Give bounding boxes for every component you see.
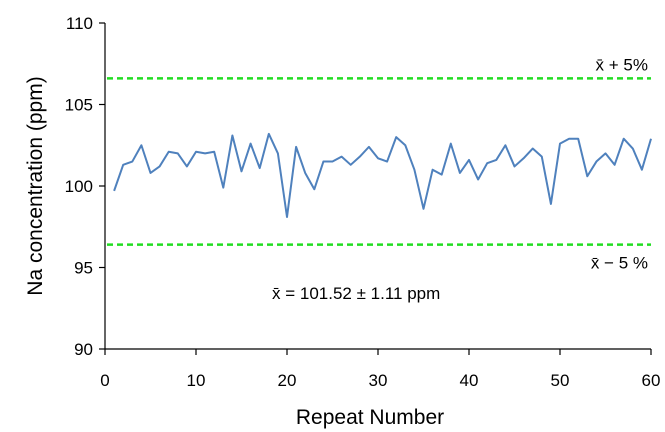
x-tick-label: 40 [460, 371, 479, 390]
x-tick-label: 50 [551, 371, 570, 390]
y-tick-label: 90 [74, 340, 93, 359]
series [113, 132, 652, 218]
y-tick-label: 110 [66, 14, 93, 33]
axes: 90 95 100 105 110 0 10 20 30 40 50 60 [65, 14, 661, 390]
series-line [113, 132, 652, 218]
x-tick-label: 30 [369, 371, 388, 390]
y-tick-label: 100 [65, 177, 93, 196]
reference-lines: x̄ + 5% x̄ − 5 % [107, 55, 651, 273]
x-tick-label: 60 [642, 371, 661, 390]
x-tick-label: 20 [278, 371, 297, 390]
reference-line-label: x̄ + 5% [596, 55, 648, 74]
x-axis-title: Repeat Number [296, 406, 444, 429]
y-tick-label: 105 [65, 96, 93, 115]
y-axis-title: Na concentration (ppm) [24, 76, 47, 295]
y-tick-label: 95 [74, 259, 93, 278]
x-tick-label: 10 [187, 371, 206, 390]
mean-annotation: x̄ = 101.52 ± 1.11 ppm [272, 284, 440, 303]
reference-line-label: x̄ − 5 % [591, 254, 648, 273]
x-tick-label: 0 [100, 371, 109, 390]
